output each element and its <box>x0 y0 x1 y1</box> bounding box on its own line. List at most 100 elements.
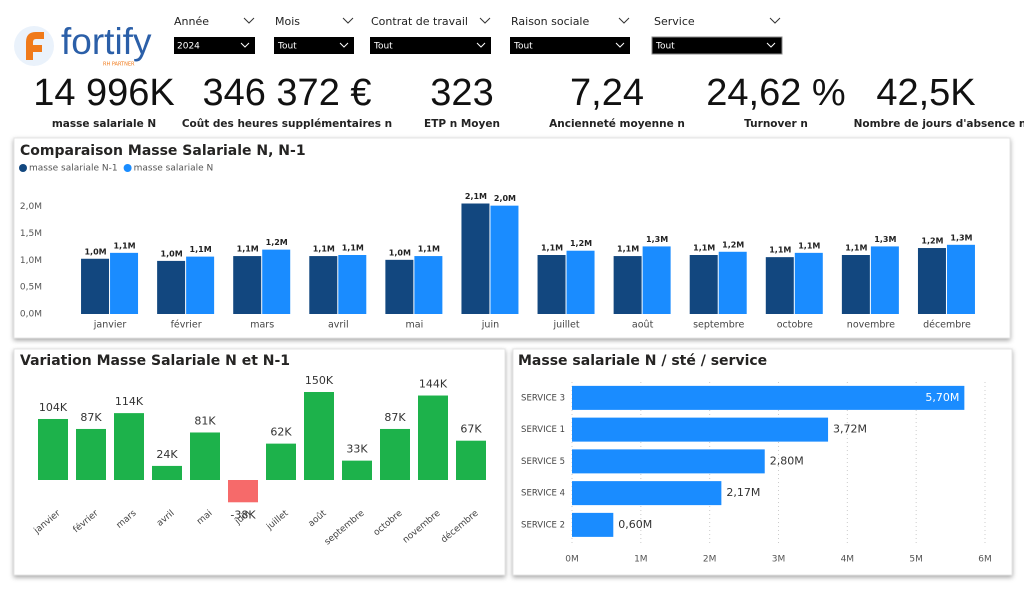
legend-label: masse salariale N-1 <box>29 164 118 174</box>
kpi-value: 14 996K <box>33 72 175 114</box>
dropdown[interactable] <box>510 37 630 54</box>
data-label: 1,3M <box>950 233 972 242</box>
kpi-value: 323 <box>430 72 493 114</box>
dropdown[interactable] <box>174 37 255 54</box>
kpi-label: Turnover n <box>744 118 808 130</box>
bar <box>572 385 965 410</box>
data-label: 1,1M <box>798 241 820 250</box>
filter-value: 2024 <box>177 42 200 52</box>
x-tick-label: 4M <box>841 555 855 565</box>
data-label: 1,0M <box>161 249 183 258</box>
bar <box>266 443 296 480</box>
chevron <box>476 42 486 48</box>
x-tick-label: 0M <box>565 555 579 565</box>
data-label: 1,1M <box>845 244 867 253</box>
bar <box>418 395 448 480</box>
x-tick-label: février <box>171 320 202 331</box>
bar <box>765 257 794 314</box>
x-tick-label: août <box>632 320 654 331</box>
filter[interactable]: Raison sociale Tout <box>510 15 630 54</box>
data-label: 3,72M <box>833 423 867 436</box>
bar <box>114 413 144 480</box>
y-tick-label: SERVICE 2 <box>521 520 565 530</box>
y-tick-label: 0,5M <box>20 283 42 293</box>
filters: Année 2024 Mois Tout Contrat de travail … <box>174 15 783 55</box>
filter-label: Année <box>174 15 209 28</box>
kpi-label: Nombre de jours d'absence n <box>854 118 1024 130</box>
chart-title: Comparaison Masse Salariale N, N-1 <box>20 143 306 159</box>
bar <box>456 440 486 480</box>
filter[interactable]: Année 2024 <box>174 15 255 54</box>
x-tick-label: juillet <box>552 320 579 331</box>
legend-marker <box>123 164 132 172</box>
chevron <box>766 42 776 48</box>
chevron <box>769 17 781 24</box>
data-label: 24K <box>156 448 178 461</box>
chevron <box>243 17 255 24</box>
filter-value: Tout <box>513 42 533 52</box>
y-tick-label: 2,0M <box>20 202 42 212</box>
chart-title: Masse salariale N / sté / service <box>518 353 767 369</box>
bar <box>338 255 367 314</box>
bar <box>566 250 595 314</box>
x-tick-label: juin <box>481 320 499 331</box>
bar <box>689 255 718 314</box>
dropdown[interactable] <box>651 36 783 55</box>
filter[interactable]: Contrat de travail Tout <box>370 15 491 54</box>
bar <box>917 248 946 314</box>
filter[interactable]: Mois Tout <box>274 15 354 54</box>
data-label: 1,2M <box>722 240 744 249</box>
x-tick-label: avril <box>328 320 349 331</box>
data-label: 1,1M <box>769 246 791 255</box>
bar <box>81 258 110 314</box>
bar <box>841 255 870 314</box>
x-tick-label: 1M <box>634 555 648 565</box>
kpi-label: Ancienneté moyenne n <box>549 118 685 130</box>
data-label: 2,17M <box>726 486 760 499</box>
bar <box>414 256 443 314</box>
chevron <box>618 17 630 24</box>
data-label: 1,2M <box>921 237 943 246</box>
bar <box>572 512 614 537</box>
kpi-label: Coût des heures supplémentaires n <box>182 118 392 130</box>
x-tick-label: 5M <box>909 555 923 565</box>
filter-value: Tout <box>655 42 675 52</box>
kpi-label: masse salariale N <box>52 118 156 130</box>
x-tick-label: 6M <box>978 555 992 565</box>
data-label: 2,1M <box>465 192 487 201</box>
kpi-value: 346 372 € <box>202 72 371 114</box>
logo-tagline: RH PARTNER <box>103 62 135 68</box>
data-label: 1,1M <box>237 245 259 254</box>
bar <box>262 249 291 314</box>
dropdown[interactable] <box>370 37 491 54</box>
bar <box>537 255 566 314</box>
dropdown[interactable] <box>274 37 354 54</box>
x-tick-label: décembre <box>923 320 971 331</box>
chart-title: Variation Masse Salariale N et N-1 <box>20 353 290 369</box>
x-tick-label: 3M <box>772 555 786 565</box>
filter[interactable]: Service Tout <box>651 15 783 55</box>
data-label: 1,0M <box>84 247 106 256</box>
data-label: 2,0M <box>494 194 516 203</box>
x-tick-label: novembre <box>847 320 895 331</box>
data-label: 87K <box>384 411 406 424</box>
filter-label: Mois <box>275 15 300 28</box>
bar <box>110 252 139 314</box>
logo-icon <box>26 32 44 60</box>
filter-value: Tout <box>277 42 297 52</box>
data-label: 1,0M <box>389 248 411 257</box>
data-label: 1,1M <box>541 244 563 253</box>
data-label: 1,1M <box>418 245 440 254</box>
chevron <box>615 42 625 48</box>
data-label: 144K <box>419 378 448 391</box>
kpis: 14 996K masse salariale N 346 372 € Coût… <box>33 72 1024 130</box>
bar <box>309 256 338 314</box>
data-label: 2,80M <box>770 454 804 467</box>
data-label: 114K <box>115 395 144 408</box>
bar <box>870 246 899 314</box>
bar <box>228 480 258 503</box>
data-label: 1,3M <box>646 235 668 244</box>
bar <box>157 260 186 314</box>
y-tick-label: 1,0M <box>20 256 42 266</box>
